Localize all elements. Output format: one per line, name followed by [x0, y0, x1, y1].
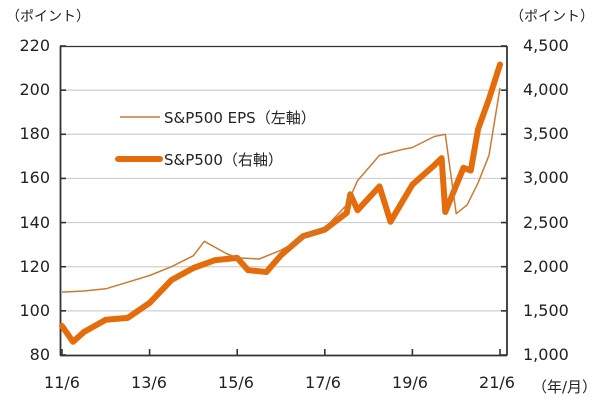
- left-tick: 140: [19, 213, 50, 232]
- left-tick: 80: [29, 345, 50, 364]
- x-axis-unit-label: （年/月）: [532, 378, 598, 396]
- x-tick: 19/6: [392, 373, 428, 392]
- plot-frame: [59, 45, 508, 357]
- right-tick: 3,000: [523, 168, 569, 187]
- right-axis-unit-label: （ポイント）: [510, 9, 594, 25]
- left-tick: 100: [19, 301, 50, 320]
- left-tick: 160: [19, 168, 50, 187]
- axis-tick-marks: [60, 45, 507, 356]
- right-tick: 3,500: [523, 124, 569, 143]
- x-tick: 17/6: [305, 373, 341, 392]
- x-tick: 21/6: [479, 373, 515, 392]
- left-tick: 180: [19, 124, 50, 143]
- legend-eps-label: S&P500 EPS（左軸）: [164, 109, 316, 127]
- right-tick: 1,000: [523, 345, 569, 364]
- legend: [115, 116, 163, 162]
- right-tick: 4,000: [523, 80, 569, 99]
- left-tick: 220: [19, 36, 50, 55]
- right-tick: 4,500: [523, 36, 569, 55]
- left-tick: 200: [19, 80, 50, 99]
- x-tick: 13/6: [131, 373, 167, 392]
- right-tick: 2,000: [523, 257, 569, 276]
- right-tick: 2,500: [523, 213, 569, 232]
- legend-sp500-label: S&P500（右軸）: [164, 151, 283, 169]
- x-tick: 11/6: [44, 373, 80, 392]
- sp500-line: [59, 61, 503, 345]
- right-tick: 1,500: [523, 301, 569, 320]
- left-axis-unit-label: （ポイント）: [6, 9, 90, 25]
- left-tick: 120: [19, 257, 50, 276]
- x-tick: 15/6: [218, 373, 254, 392]
- eps-line: [61, 87, 501, 293]
